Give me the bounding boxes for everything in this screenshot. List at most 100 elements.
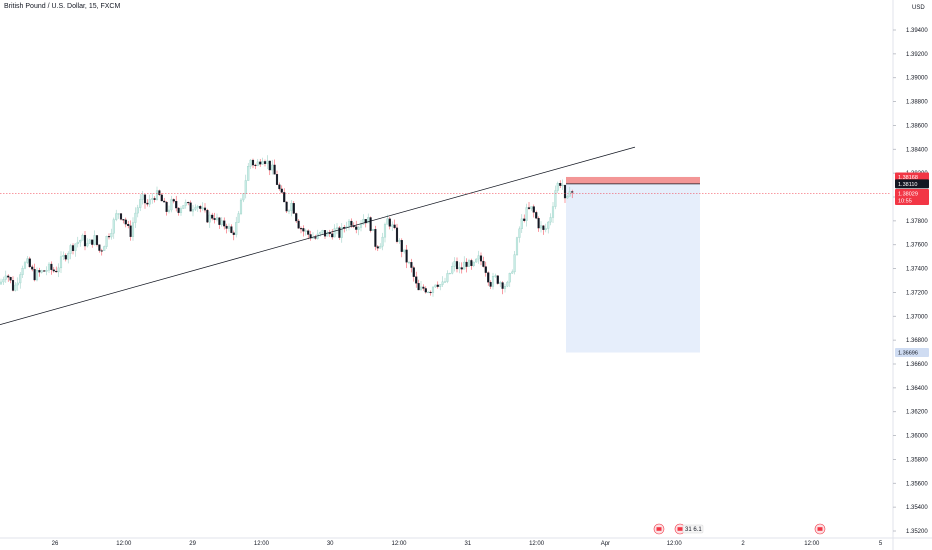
candle-body: [100, 250, 103, 252]
candle-body: [357, 227, 360, 230]
time-tick-label: 30: [327, 541, 334, 547]
flag-icon[interactable]: 31 6.1: [674, 523, 704, 535]
candle-down: [537, 216, 540, 232]
candle-body: [302, 228, 305, 232]
candle-down: [9, 276, 12, 284]
candle-up: [26, 256, 29, 264]
candle-down: [107, 233, 111, 240]
candle-body: [223, 220, 226, 227]
time-tick-label: 12:00: [254, 541, 270, 547]
candle-up: [4, 270, 7, 283]
candle-down: [273, 159, 276, 175]
position-tool[interactable]: [566, 176, 700, 353]
candle-body: [475, 258, 478, 263]
candle-body: [187, 202, 190, 204]
candle-up: [235, 216, 238, 238]
candle-body: [439, 284, 442, 287]
candle-body: [527, 207, 531, 209]
candle-body: [338, 227, 341, 238]
candle-up: [407, 260, 411, 265]
candle-down: [369, 216, 372, 233]
candle-body: [290, 203, 293, 211]
candle-up: [335, 223, 339, 235]
candle-body: [247, 166, 250, 181]
candle-up: [196, 204, 199, 212]
candle-body: [129, 225, 132, 237]
candle-up: [69, 243, 72, 260]
flag-icon[interactable]: [653, 523, 665, 535]
candle-up: [151, 193, 154, 204]
candle-down: [323, 230, 327, 239]
candle-up: [319, 231, 322, 237]
candles: [0, 155, 574, 297]
candle-up: [515, 236, 519, 256]
candle-up: [556, 181, 559, 194]
candle-up: [105, 235, 108, 249]
candle-body: [98, 244, 101, 251]
candle-body: [391, 224, 394, 227]
candle-up: [499, 280, 502, 288]
candle-body: [242, 193, 245, 201]
candle-body: [220, 220, 223, 225]
candle-up: [103, 245, 106, 251]
candle-down: [55, 266, 58, 273]
candle-body: [412, 267, 415, 277]
candle-down: [189, 200, 192, 212]
trendline: [0, 146, 636, 326]
candle-up: [59, 251, 63, 274]
price-tick-label: 1.37800: [906, 219, 928, 225]
candle-body: [331, 233, 334, 238]
event-markers[interactable]: 31 6.1: [653, 523, 826, 535]
candle-body: [446, 273, 449, 282]
candle-body: [415, 276, 418, 284]
candle-body: [28, 258, 31, 268]
price-tick-label: 1.39400: [906, 28, 928, 34]
candle-down: [199, 204, 202, 213]
candle-body: [263, 161, 267, 164]
candle-body: [127, 223, 130, 226]
candle-up: [215, 213, 219, 222]
candle-body: [175, 201, 178, 209]
candle-body: [530, 206, 533, 209]
candle-body: [81, 235, 84, 241]
candle-up: [463, 256, 466, 270]
candle-down: [429, 290, 432, 296]
time-axis[interactable]: 26 12:00 29 12:00 30 12:00 31 12:00 Apr 12:00 2 12:…: [52, 541, 883, 547]
candle-up: [16, 277, 19, 291]
candle-up: [475, 258, 478, 263]
candle-body: [347, 220, 351, 227]
price-tick-label: 1.35200: [906, 529, 928, 535]
candle-body: [403, 249, 406, 252]
candle-body: [203, 207, 207, 211]
candle-body: [268, 160, 271, 171]
candle-body: [201, 207, 204, 209]
candle-up: [316, 229, 319, 240]
candle-up: [508, 272, 511, 288]
candle-up: [434, 284, 437, 288]
candle-body: [431, 286, 435, 293]
candle-up: [453, 257, 456, 272]
candle-body: [21, 268, 24, 275]
candle-up: [247, 162, 250, 181]
candle-body: [91, 239, 94, 245]
candle-body: [451, 266, 454, 274]
current-price-label-countdown: 10:55: [898, 199, 912, 205]
candle-body: [88, 239, 91, 244]
candle-body: [191, 209, 195, 212]
candle-up: [170, 195, 173, 213]
flag-icon[interactable]: [814, 523, 826, 535]
candle-body: [158, 190, 161, 196]
flag-icon-body: [656, 527, 662, 531]
candle-body: [460, 267, 463, 270]
candle-body: [143, 194, 147, 204]
time-tick-label: 29: [189, 541, 196, 547]
target-price-label-bg: [895, 348, 929, 358]
entry-price-label-bg: [895, 179, 929, 189]
candle-up: [458, 262, 461, 274]
candle-up: [110, 228, 113, 240]
candle-up: [381, 232, 384, 251]
candle-body: [4, 275, 7, 280]
candle-body: [367, 217, 370, 224]
